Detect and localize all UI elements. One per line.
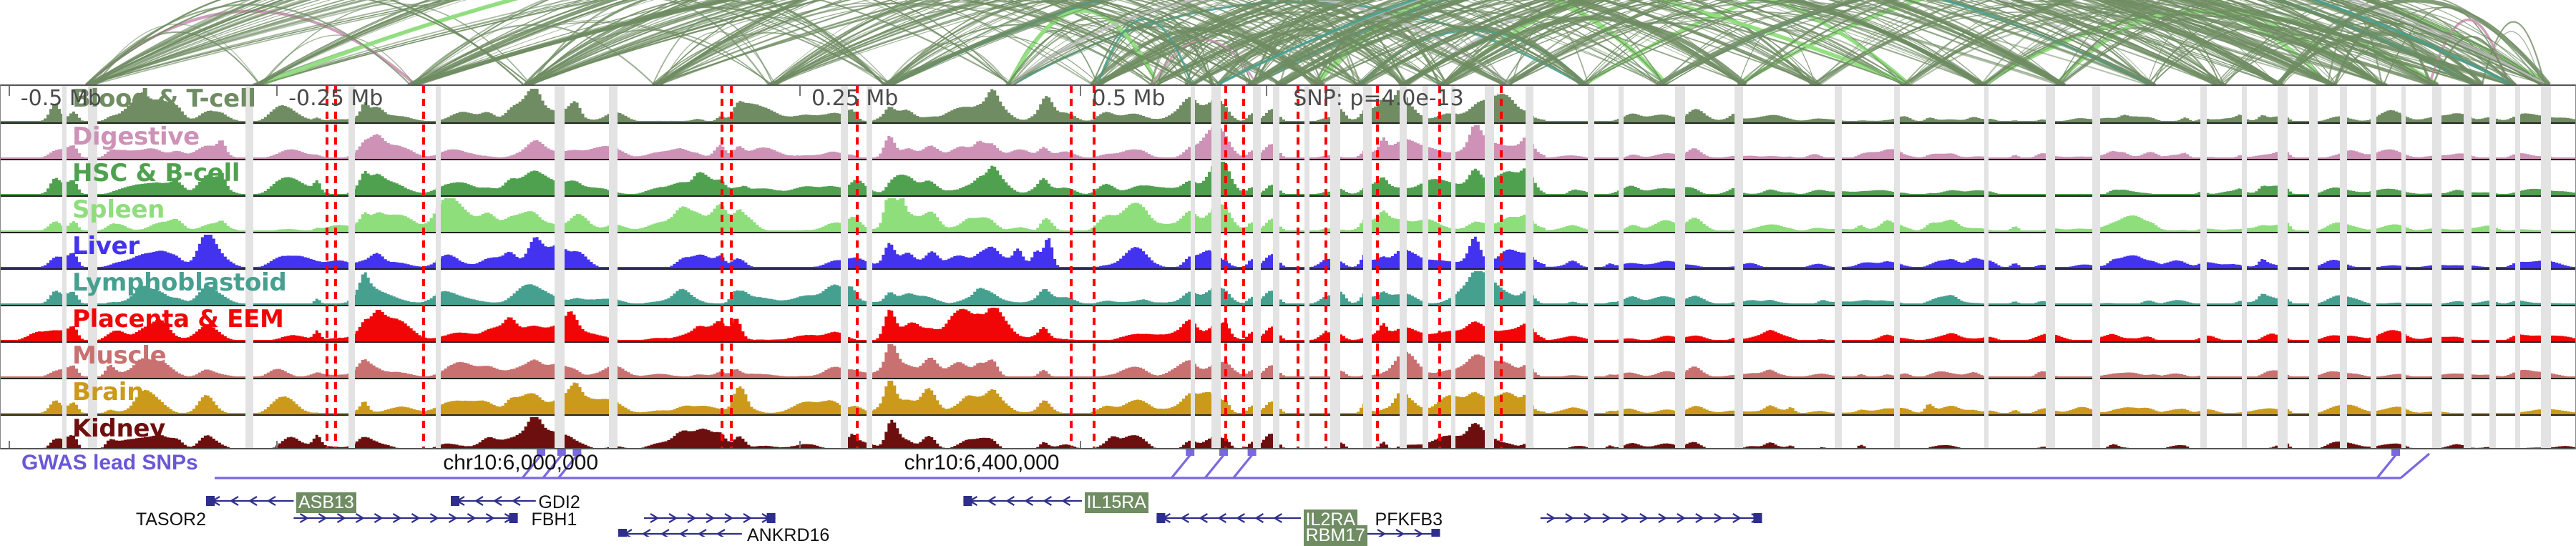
gene-label-tasor2[interactable]: TASOR2 xyxy=(135,510,206,530)
chromatin-loop-arc-panel xyxy=(0,0,2576,84)
track-plot-area xyxy=(1,306,2575,341)
signal-histogram xyxy=(43,417,2575,448)
track-plot-area xyxy=(1,270,2575,305)
track-plot-area xyxy=(1,124,2575,159)
track-baseline xyxy=(1,340,2575,341)
track-plot-area xyxy=(1,233,2575,268)
gene-label-pfkfb3[interactable]: PFKFB3 xyxy=(1375,510,1443,530)
gwas-lead-snps-label: GWAS lead SNPs xyxy=(21,451,198,474)
gene-label-il15ra[interactable]: IL15RA xyxy=(1084,492,1148,513)
track-baseline xyxy=(1,267,2575,268)
track-plot-area xyxy=(1,379,2575,414)
gene-models xyxy=(206,449,2431,537)
track-plot-area xyxy=(1,86,2575,122)
signal-track-row[interactable]: Brain xyxy=(1,378,2575,414)
signal-histogram xyxy=(1,125,2575,159)
track-baseline xyxy=(1,413,2575,414)
gene-label-rbm17[interactable]: RBM17 xyxy=(1303,525,1367,546)
signal-track-row[interactable]: Digestive xyxy=(1,122,2575,159)
signal-histogram xyxy=(1,89,2575,122)
gene-annotation-panel[interactable]: GWAS lead SNPs chr10:6,000,000 chr10:6,40… xyxy=(0,449,2576,546)
arc-plot xyxy=(85,0,2551,84)
track-plot-area xyxy=(1,160,2575,195)
track-baseline xyxy=(1,157,2575,159)
gene-label-asb13[interactable]: ASB13 xyxy=(296,492,356,513)
track-plot-area xyxy=(1,197,2575,232)
gene-label-ankrd16[interactable]: ANKRD16 xyxy=(747,525,830,545)
track-list: Blood & T-cell Digestive HSC & B-cell Splee… xyxy=(1,86,2575,448)
signal-histogram xyxy=(1,162,2575,195)
signal-histogram xyxy=(1,308,2575,341)
track-baseline xyxy=(1,230,2575,232)
signal-track-row[interactable]: Placenta & EEM xyxy=(1,305,2575,341)
gene-label-gdi2[interactable]: GDI2 xyxy=(538,492,580,512)
signal-track-row[interactable]: Liver xyxy=(1,232,2575,268)
track-baseline xyxy=(1,121,2575,122)
track-plot-area xyxy=(1,343,2575,378)
signal-track-row[interactable]: Kidney xyxy=(1,414,2575,448)
signal-histogram xyxy=(1,235,2575,268)
genomic-coordinate-label: chr10:6,400,000 xyxy=(904,451,1060,474)
signal-track-row[interactable]: Lymphoblastoid xyxy=(1,268,2575,305)
signal-track-row[interactable]: Muscle xyxy=(1,341,2575,378)
signal-track-panel[interactable]: Blood & T-cell Digestive HSC & B-cell Splee… xyxy=(0,84,2576,449)
genomic-coordinate-label: chr10:6,000,000 xyxy=(443,451,599,474)
signal-track-row[interactable]: Spleen xyxy=(1,195,2575,232)
signal-track-row[interactable]: Blood & T-cell xyxy=(1,86,2575,122)
signal-histogram xyxy=(1,198,2575,232)
track-baseline xyxy=(1,376,2575,378)
gene-label-fbh1[interactable]: FBH1 xyxy=(531,510,577,530)
signal-histogram xyxy=(1,381,2575,414)
signal-histogram xyxy=(1,271,2575,305)
signal-track-row[interactable]: HSC & B-cell xyxy=(1,159,2575,195)
track-baseline xyxy=(1,194,2575,195)
track-baseline xyxy=(1,303,2575,305)
signal-histogram xyxy=(1,344,2575,378)
track-plot-area xyxy=(1,416,2575,448)
